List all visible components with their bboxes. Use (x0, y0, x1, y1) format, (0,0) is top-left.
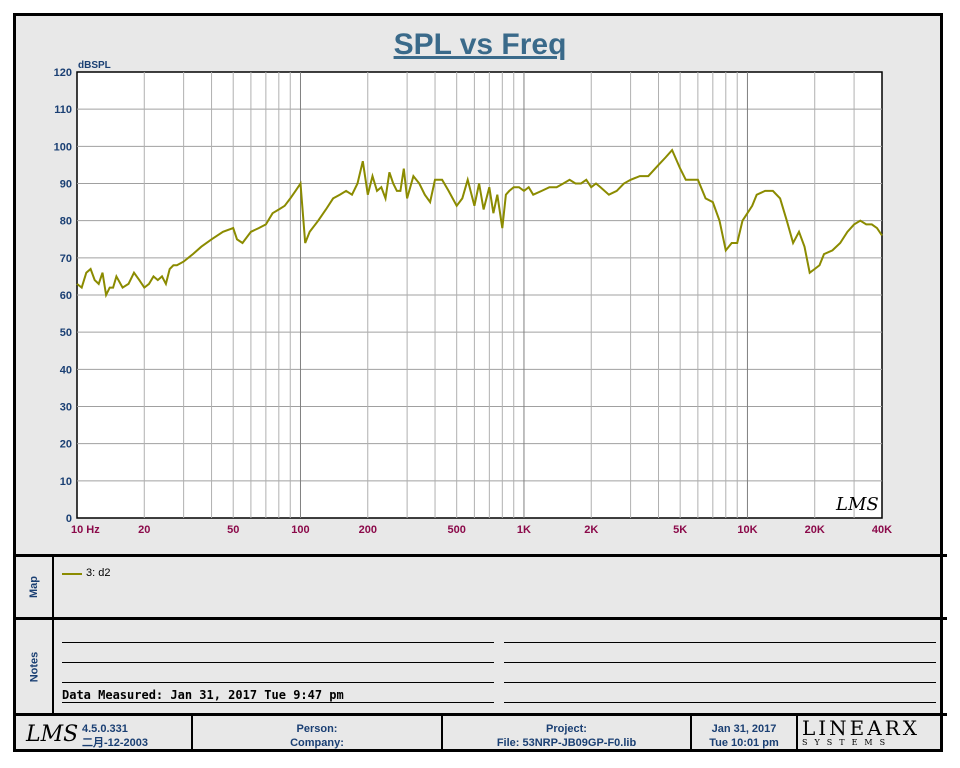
file-label: File: 53NRP-JB09GP-F0.lib (496, 737, 637, 749)
y-tick-label: 90 (60, 179, 72, 191)
x-tick-label: 100 (291, 524, 309, 536)
y-tick-label: 40 (60, 364, 72, 376)
notes-panel-label: Notes (28, 651, 40, 682)
time-text: Tue 10:01 pm (709, 737, 779, 749)
x-tick-label: 10K (737, 524, 757, 536)
footer-person: Person: Company: (193, 718, 441, 752)
x-tick-label: 5K (673, 524, 687, 536)
legend-item: 3: d2 (86, 567, 111, 579)
chart-title: SPL vs Freq (393, 28, 567, 61)
y-tick-label: 30 (60, 402, 72, 414)
project-label: Project: (546, 723, 587, 735)
x-tick-label: 1K (517, 524, 531, 536)
x-tick-label: 10 Hz (71, 524, 100, 536)
y-tick-label: 20 (60, 439, 72, 451)
note-line (62, 642, 494, 643)
brand-main: LINEARX (802, 716, 921, 740)
note-line (504, 662, 936, 663)
lms-logo: LMS (26, 722, 79, 747)
note-line (62, 682, 494, 683)
x-tick-label: 20 (138, 524, 150, 536)
y-tick-label: 70 (60, 253, 72, 265)
map-panel-label: Map (28, 576, 40, 598)
divider-notes-footer (13, 713, 947, 716)
y-tick-label: 10 (60, 476, 72, 488)
build-date-text: 二月-12-2003 (82, 737, 149, 749)
x-tick-label: 500 (448, 524, 466, 536)
x-tick-labels: 10 Hz 20 50 100 200 500 1K 2K 5K 10K 20K 40K (71, 524, 892, 536)
date-text: Jan 31, 2017 (711, 723, 777, 735)
footer-divider (796, 716, 798, 752)
footer-divider (690, 716, 692, 752)
x-tick-label: 20K (805, 524, 825, 536)
note-line (504, 642, 936, 643)
footer-divider (441, 716, 443, 752)
y-tick-label: 100 (54, 141, 72, 153)
y-tick-label: 50 (60, 327, 72, 339)
plot-logo: LMS (835, 494, 879, 515)
x-tick-label: 40K (872, 524, 892, 536)
y-tick-label: 60 (60, 290, 72, 302)
divider-top-map (13, 554, 947, 557)
footer-project: Project: File: 53NRP-JB09GP-F0.lib (443, 718, 690, 752)
note-line (62, 702, 494, 703)
note-line (504, 702, 936, 703)
x-tick-label: 50 (227, 524, 239, 536)
person-label: Person: (296, 723, 338, 735)
map-divider (52, 557, 54, 617)
x-tick-label: 2K (584, 524, 598, 536)
footer-divider (191, 716, 193, 752)
notes-divider (52, 620, 54, 713)
divider-map-notes (13, 617, 947, 620)
linearx-logo: LINEARX SYSTEMS (802, 718, 940, 752)
y-tick-label: 110 (54, 104, 72, 116)
brand-sub: SYSTEMS (802, 738, 893, 747)
legend-swatch (62, 573, 82, 575)
y-tick-labels: 0 10 20 30 40 50 60 70 80 90 100 110 120 (54, 67, 72, 525)
footer-date: Jan 31, 2017 Tue 10:01 pm (692, 718, 796, 752)
y-tick-label: 120 (54, 67, 72, 79)
series-line-3-d2 (76, 148, 883, 299)
y-axis-label: dBSPL (78, 60, 111, 71)
grid (77, 72, 882, 518)
y-tick-label: 0 (66, 513, 72, 525)
y-tick-label: 80 (60, 216, 72, 228)
company-label: Company: (290, 737, 344, 749)
note-line (62, 662, 494, 663)
x-tick-label: 200 (359, 524, 377, 536)
note-line (504, 682, 936, 683)
footer-version: 4.5.0.331 二月-12-2003 (82, 718, 182, 752)
version-text: 4.5.0.331 (82, 723, 128, 735)
data-measured-text: Data Measured: Jan 31, 2017 Tue 9:47 pm (62, 688, 344, 702)
